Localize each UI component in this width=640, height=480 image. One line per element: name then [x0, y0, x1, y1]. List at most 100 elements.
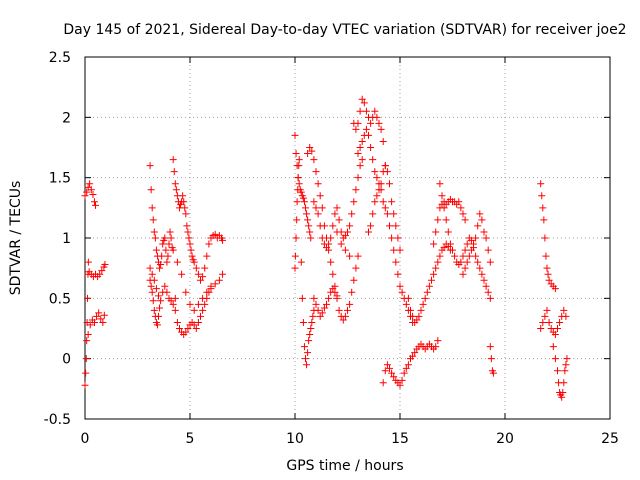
data-point — [314, 306, 322, 314]
data-point — [551, 355, 559, 363]
data-point — [316, 222, 324, 230]
data-point — [299, 318, 307, 326]
data-point — [409, 312, 417, 320]
data-point — [297, 258, 305, 266]
data-point — [432, 343, 440, 351]
data-point — [161, 282, 169, 290]
data-point — [461, 264, 469, 272]
axis-ticks: 0 5 10 15 20 25 -0.5 0 0.5 1 1.5 2 2.5 — [44, 50, 619, 447]
data-point — [542, 252, 550, 260]
data-point — [327, 258, 335, 266]
data-point — [300, 343, 308, 351]
data-point — [404, 294, 412, 302]
data-point — [365, 131, 372, 139]
data-point — [350, 198, 358, 206]
data-point — [331, 288, 339, 296]
data-point — [352, 264, 360, 272]
data-point — [379, 198, 387, 206]
data-point — [392, 222, 400, 230]
data-point — [182, 210, 190, 218]
data-point — [163, 288, 171, 296]
y-tick-label: 0.5 — [49, 291, 71, 307]
data-point — [310, 294, 318, 302]
data-point — [155, 292, 162, 300]
data-point — [323, 300, 330, 308]
data-point — [190, 321, 198, 329]
data-point — [461, 246, 469, 254]
data-point — [84, 331, 92, 339]
data-point — [354, 119, 362, 127]
data-point — [89, 191, 97, 199]
data-point — [325, 294, 333, 302]
data-point — [434, 258, 442, 266]
data-point — [367, 119, 375, 127]
data-point — [386, 364, 393, 372]
data-point — [83, 337, 91, 345]
x-tick-label: 15 — [391, 431, 409, 447]
data-point — [152, 246, 160, 254]
data-point — [371, 168, 379, 176]
data-point — [360, 99, 368, 107]
data-point — [540, 216, 548, 224]
data-point — [295, 156, 303, 164]
data-point — [369, 210, 377, 218]
data-point — [205, 288, 213, 296]
data-point — [203, 252, 211, 260]
data-point — [377, 180, 385, 188]
y-tick-label: 1.5 — [49, 171, 71, 187]
data-point — [465, 252, 473, 260]
data-point — [169, 246, 177, 254]
data-point — [434, 337, 442, 345]
data-point — [489, 369, 497, 377]
data-point — [486, 258, 494, 266]
data-point — [394, 270, 402, 278]
data-point — [541, 234, 549, 242]
data-point — [369, 156, 377, 164]
data-point — [442, 216, 450, 224]
data-point — [486, 343, 494, 351]
data-point — [560, 379, 568, 387]
data-point — [367, 222, 375, 230]
data-point — [379, 379, 387, 387]
y-tick-label: 2.5 — [49, 50, 71, 66]
data-point — [558, 393, 566, 401]
data-point — [150, 306, 158, 314]
data-point — [300, 198, 308, 206]
data-point — [543, 306, 551, 314]
data-point — [97, 315, 105, 323]
data-point — [185, 234, 193, 242]
data-point — [148, 270, 156, 278]
data-point — [398, 288, 406, 296]
data-point — [354, 150, 362, 158]
data-point — [390, 246, 398, 254]
data-point — [170, 168, 178, 176]
data-point — [190, 258, 198, 266]
data-point — [318, 204, 326, 212]
data-point — [147, 282, 155, 290]
data-point — [478, 270, 486, 278]
data-point — [467, 246, 475, 254]
data-point — [81, 381, 89, 389]
data-point — [329, 270, 337, 278]
data-point — [562, 361, 570, 369]
data-point — [148, 204, 156, 212]
data-point — [537, 325, 545, 332]
data-point — [304, 150, 312, 158]
data-point — [354, 174, 362, 182]
data-point — [329, 222, 337, 230]
data-point — [95, 309, 103, 317]
data-point — [164, 252, 172, 260]
data-point — [182, 288, 190, 296]
data-point — [396, 282, 404, 290]
data-point — [199, 273, 207, 281]
data-point — [415, 312, 423, 320]
data-point — [152, 285, 160, 293]
data-point — [147, 186, 155, 194]
data-point — [388, 198, 396, 206]
data-point — [184, 228, 192, 236]
data-point — [156, 264, 164, 272]
data-point — [486, 294, 494, 302]
data-point — [484, 288, 492, 296]
data-point — [446, 240, 454, 248]
data-point — [474, 222, 482, 230]
